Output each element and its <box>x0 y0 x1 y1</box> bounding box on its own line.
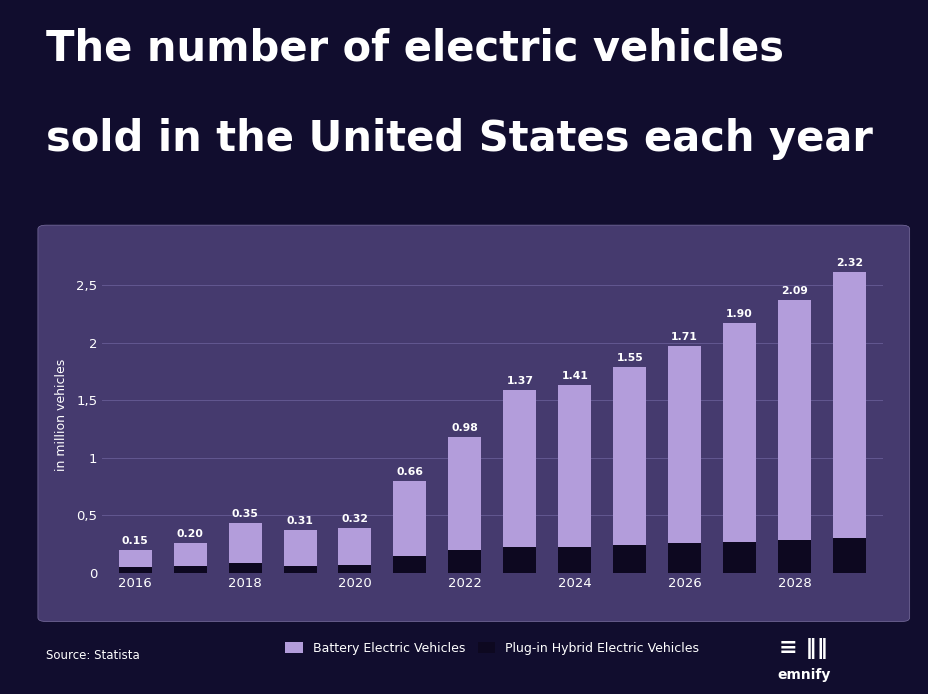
Text: 2.09: 2.09 <box>780 287 807 296</box>
Bar <box>338 564 371 573</box>
Text: 0.66: 0.66 <box>396 466 423 477</box>
Text: 0.35: 0.35 <box>231 509 258 519</box>
Bar <box>503 390 535 548</box>
Bar <box>612 545 646 573</box>
Bar <box>448 550 481 573</box>
Bar <box>448 437 481 550</box>
Text: 1.41: 1.41 <box>561 371 587 382</box>
Bar <box>393 557 426 573</box>
Bar <box>778 541 810 573</box>
Bar <box>722 323 755 541</box>
Bar <box>228 523 262 564</box>
Bar <box>174 566 206 573</box>
Bar <box>832 538 865 573</box>
Text: 0.31: 0.31 <box>286 516 313 526</box>
Text: Source: Statista: Source: Statista <box>46 650 140 662</box>
Bar <box>283 530 316 566</box>
Text: 2.32: 2.32 <box>835 257 862 268</box>
Bar <box>119 567 151 573</box>
Text: 0.98: 0.98 <box>451 423 478 433</box>
Text: sold in the United States each year: sold in the United States each year <box>46 118 872 160</box>
Text: 0.20: 0.20 <box>176 529 203 539</box>
Bar <box>832 272 865 538</box>
Legend: Battery Electric Vehicles, Plug-in Hybrid Electric Vehicles: Battery Electric Vehicles, Plug-in Hybri… <box>285 642 699 654</box>
Text: 1.37: 1.37 <box>506 376 533 386</box>
Bar <box>722 541 755 573</box>
Bar <box>119 550 151 567</box>
Text: The number of electric vehicles: The number of electric vehicles <box>46 28 783 70</box>
Text: 1.71: 1.71 <box>671 332 698 342</box>
Bar <box>503 548 535 573</box>
FancyBboxPatch shape <box>38 225 909 622</box>
Bar <box>558 548 590 573</box>
Text: 1.55: 1.55 <box>615 353 642 363</box>
Bar <box>283 566 316 573</box>
Text: 1.90: 1.90 <box>726 310 753 319</box>
Bar <box>667 346 701 543</box>
Bar <box>667 543 701 573</box>
Bar <box>228 564 262 573</box>
Bar <box>558 385 590 548</box>
Bar <box>338 527 371 564</box>
Text: 0.15: 0.15 <box>122 536 148 545</box>
Bar <box>778 301 810 541</box>
Y-axis label: in million vehicles: in million vehicles <box>55 359 68 471</box>
Text: emnify: emnify <box>776 668 830 682</box>
Bar <box>612 367 646 545</box>
Text: ≡ ‖‖: ≡ ‖‖ <box>779 638 827 659</box>
Text: 0.32: 0.32 <box>342 514 368 524</box>
Bar <box>174 543 206 566</box>
Bar <box>393 481 426 557</box>
